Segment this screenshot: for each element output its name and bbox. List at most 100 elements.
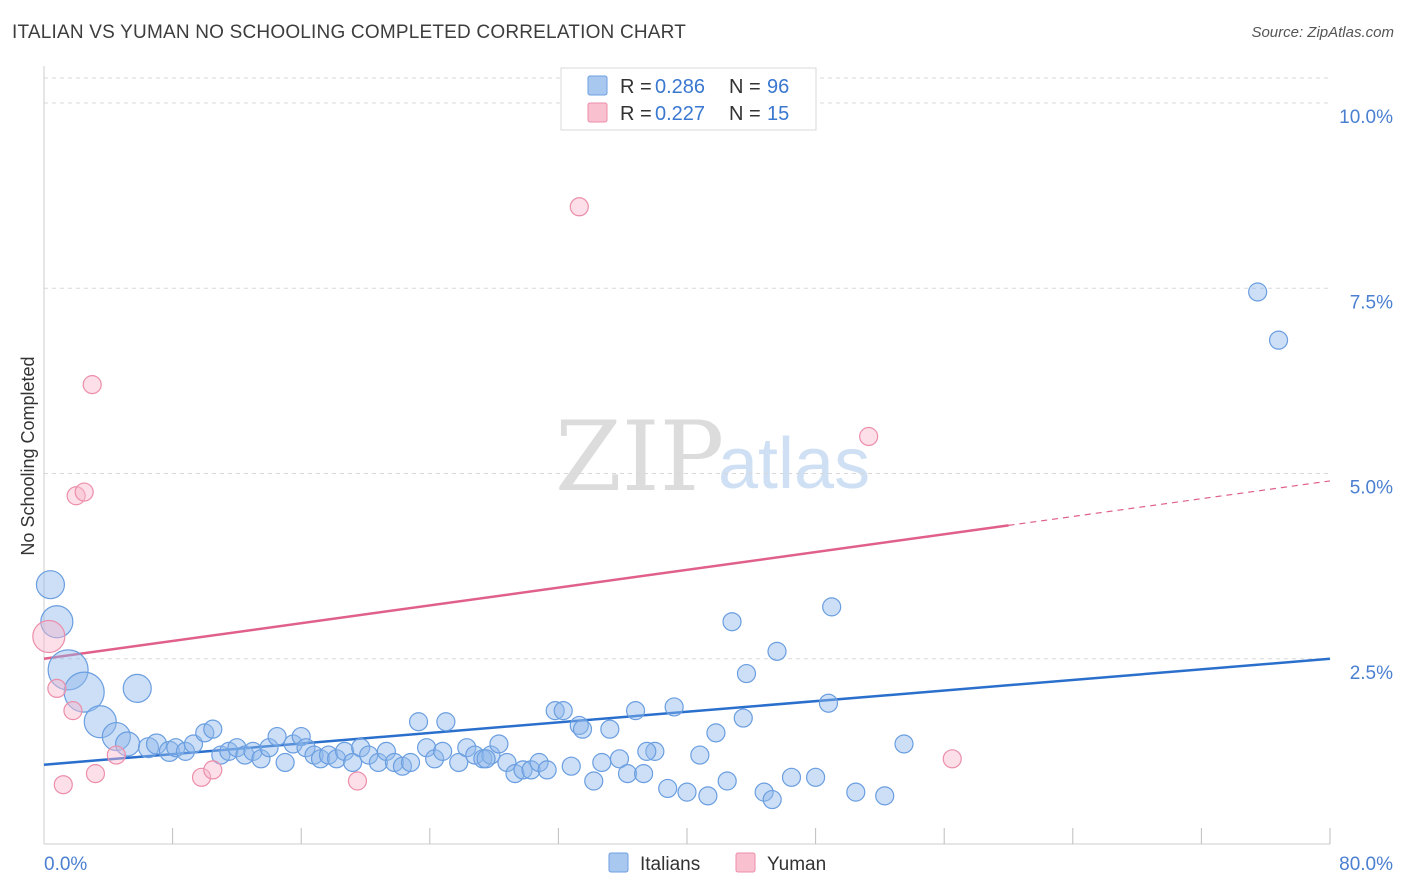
data-point-yuman	[82, 375, 102, 395]
data-point-italians	[698, 786, 718, 806]
legend-box: R = 0.286 N = 96 R = 0.227 N = 15	[560, 67, 817, 131]
trend-lines	[43, 480, 1331, 766]
data-point-italians	[633, 764, 654, 784]
data-point-italians	[436, 712, 456, 732]
data-point-italians	[762, 789, 782, 810]
data-point-italians	[894, 734, 914, 754]
data-point-yuman	[569, 197, 589, 217]
data-point-italians	[767, 641, 787, 661]
data-point-yuman	[942, 749, 962, 769]
data-point-italians	[368, 752, 388, 773]
data-point-italians	[600, 719, 620, 739]
source-label: Source: ZipAtlas.com	[1251, 24, 1394, 41]
data-point-italians	[677, 782, 697, 802]
data-point-italians	[754, 782, 774, 802]
data-point-yuman	[47, 678, 67, 699]
data-point-italians	[476, 749, 496, 769]
trend-line-italians	[43, 657, 1331, 766]
trend-line-dashed-yuman	[1008, 480, 1331, 526]
y-tick-label: 2.5%	[1350, 663, 1393, 684]
data-point-yuman	[74, 482, 94, 502]
data-point-italians	[251, 749, 271, 769]
data-point-yuman	[106, 745, 126, 765]
data-point-italians	[343, 752, 363, 773]
data-point-italians	[408, 712, 429, 732]
data-point-italians	[296, 738, 316, 758]
data-point-italians	[259, 738, 279, 758]
bottom-legend-swatch-yuman	[735, 852, 756, 873]
data-point-italians	[416, 738, 437, 758]
bottom-legend-label-yuman: Yuman	[767, 854, 826, 875]
data-point-italians	[553, 701, 573, 721]
chart-title: ITALIAN VS YUMAN NO SCHOOLING COMPLETED …	[12, 22, 687, 43]
data-point-italians	[664, 697, 684, 717]
data-point-italians	[400, 752, 421, 773]
data-point-italians	[781, 767, 802, 787]
legend-swatch-yuman	[587, 102, 608, 123]
data-point-italians	[537, 760, 557, 780]
scatter-points	[32, 197, 1289, 810]
data-point-italians	[1248, 282, 1268, 302]
data-point-italians	[846, 782, 866, 802]
gridlines	[44, 77, 1330, 660]
data-point-italians	[326, 749, 347, 769]
data-point-italians	[569, 715, 589, 736]
bottom-legend-swatch-italians	[608, 852, 629, 873]
data-point-italians	[690, 745, 710, 765]
data-point-italians	[513, 760, 533, 780]
legend-r-value-italians: 0.286	[655, 76, 705, 98]
data-point-italians	[637, 741, 657, 761]
data-point-italians	[275, 752, 295, 773]
data-point-italians	[376, 741, 396, 761]
data-point-italians	[736, 663, 757, 684]
data-point-italians	[592, 752, 612, 773]
data-point-italians	[625, 701, 646, 721]
y-tick-label: 10.0%	[1339, 107, 1393, 128]
data-point-italians	[818, 693, 839, 713]
data-point-italians	[1268, 330, 1289, 350]
data-point-italians	[805, 767, 826, 787]
data-point-italians	[545, 701, 565, 721]
data-point-yuman	[85, 764, 106, 784]
data-point-italians	[203, 719, 223, 739]
data-point-italians	[433, 741, 453, 761]
data-point-yuman	[53, 775, 73, 795]
data-point-italians	[561, 756, 581, 776]
data-point-italians	[529, 752, 549, 773]
bottom-legend-label-italians: Italians	[640, 854, 700, 875]
data-point-italians	[584, 771, 604, 791]
data-point-italians	[822, 597, 842, 617]
y-tick-label: 7.5%	[1350, 292, 1393, 313]
y-tick-label: 5.0%	[1350, 478, 1393, 499]
legend-n-label-italians: N =	[729, 76, 761, 98]
data-point-italians	[497, 752, 517, 773]
data-point-italians	[722, 612, 742, 632]
data-point-italians	[335, 741, 355, 761]
legend-n-value-italians: 96	[767, 76, 789, 98]
data-point-yuman	[191, 767, 212, 787]
data-point-italians	[449, 752, 469, 773]
data-point-italians	[83, 705, 117, 739]
x-tick-label: 80.0%	[1339, 854, 1393, 875]
data-point-italians	[267, 726, 287, 747]
y-axis-label: No Schooling Completed	[18, 356, 38, 555]
data-point-italians	[658, 778, 678, 799]
legend-r-value-yuman: 0.227	[655, 103, 705, 125]
watermark-zip: ZIP	[555, 401, 724, 513]
data-point-italians	[101, 721, 131, 752]
data-point-italians	[145, 733, 168, 755]
data-point-italians	[489, 734, 509, 754]
watermark-atlas: atlas	[718, 424, 870, 504]
data-point-yuman	[63, 701, 83, 721]
data-point-italians	[283, 734, 303, 754]
legend-swatch-italians	[587, 75, 608, 96]
legend-r-label-yuman: R =	[620, 103, 652, 125]
data-point-italians	[572, 719, 593, 739]
data-point-italians	[291, 726, 311, 747]
tick-labels: 2.5% 5.0% 7.5% 10.0% 0.0% 80.0%	[44, 107, 1393, 875]
legend-n-value-yuman: 15	[767, 103, 789, 125]
data-point-italians	[175, 741, 196, 761]
data-point-italians	[425, 749, 445, 769]
data-point-yuman	[32, 619, 66, 654]
